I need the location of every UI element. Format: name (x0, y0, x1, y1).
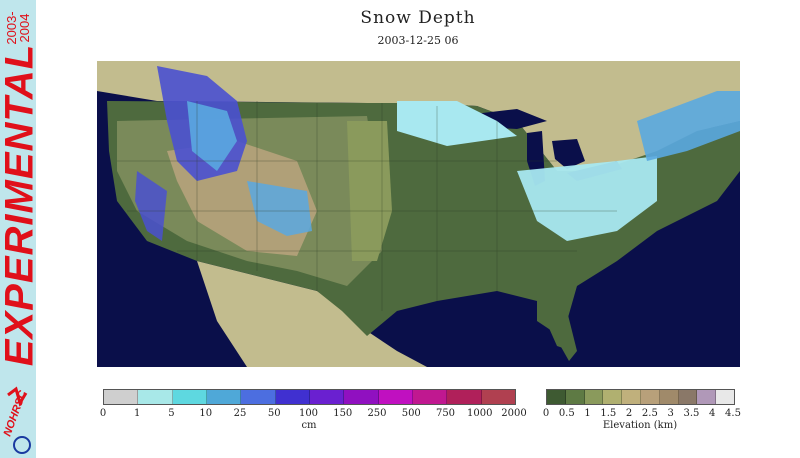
experimental-banner: 2003- 2004 EXPERIMENTAL NOHRSC (0, 0, 42, 458)
snow-north-plains (397, 101, 517, 146)
elevation-swatch (678, 390, 698, 404)
snow-depth-tick-label: 10 (199, 408, 213, 419)
snow-depth-legend-bar (103, 389, 516, 405)
snow-depth-tick-label: 1000 (467, 408, 493, 419)
snow-northwest-mid (187, 101, 237, 171)
elevation-tick-label: 0 (542, 408, 550, 419)
elevation-legend-label: Elevation (km) (602, 420, 678, 431)
map-canvas (97, 61, 740, 367)
snow-rockies (247, 181, 312, 236)
snow-depth-tick-label: 2000 (501, 408, 527, 419)
snow-depth-tick-label: 0 (99, 408, 107, 419)
snow-depth-tick-label: 500 (401, 408, 421, 419)
elevation-tick-label: 0.5 (558, 408, 575, 419)
snow-depth-swatch (275, 390, 310, 404)
snow-depth-swatch (447, 390, 482, 404)
elevation-swatch (584, 390, 604, 404)
snow-depth-swatch (172, 390, 207, 404)
snow-depth-tick-label: 150 (333, 408, 353, 419)
snow-depth-legend-unit: cm (301, 420, 317, 431)
plains (347, 121, 392, 261)
snow-northeast (517, 156, 657, 241)
snow-depth-swatch (104, 390, 139, 404)
elevation-swatch (622, 390, 641, 404)
snow-depth-swatch (241, 390, 276, 404)
experimental-label: EXPERIMENTAL (0, 43, 42, 367)
snow-depth-legend-ticks: 0 1 5 10 25 50 100 150 250 500 750 1000 2000 (99, 408, 527, 420)
snow-depth-swatch (344, 390, 379, 404)
snow-depth-tick-label: 100 (298, 408, 319, 419)
florida (537, 301, 577, 361)
elevation-swatch (547, 390, 566, 404)
map-date: 2003-12-25 06 (377, 34, 459, 47)
elevation-tick-label: 1.5 (600, 408, 617, 419)
svg-text:NOHRSC: NOHRSC (2, 388, 29, 438)
snow-depth-map (97, 61, 740, 367)
canada (97, 61, 740, 171)
elevation-swatch (603, 390, 623, 404)
elevation-tick-label: 4 (709, 408, 716, 419)
elevation-tick-label: 2.5 (641, 408, 658, 419)
elevation-swatch (716, 390, 734, 404)
snow-depth-tick-label: 750 (435, 408, 456, 419)
mexico (197, 261, 427, 367)
elevation-tick-label: 3 (667, 408, 674, 419)
elevation-tick-label: 4.5 (725, 408, 741, 419)
state-lines (117, 101, 617, 311)
snow-new-england (637, 91, 740, 161)
elevation-swatch (697, 390, 717, 404)
lake-huron (552, 139, 585, 169)
elevation-legend-ticks: 0 0.5 1 1.5 2 2.5 3 3.5 4 4.5 (542, 408, 741, 420)
elevation-tick-label: 3.5 (683, 408, 700, 419)
map-title: Snow Depth (360, 8, 476, 28)
snow-depth-swatch (206, 390, 242, 404)
elevation-swatch (659, 390, 679, 404)
snow-depth-tick-label: 250 (367, 408, 387, 419)
snow-depth-tick-label: 5 (168, 408, 175, 419)
snow-depth-swatch (309, 390, 345, 404)
snow-depth-tick-label: 50 (267, 408, 281, 419)
snow-sierra (135, 171, 167, 241)
elevation-swatch (565, 390, 585, 404)
snow-depth-tick-label: 25 (233, 408, 247, 419)
nohrsc-logo: NOHRSC (2, 386, 31, 454)
elevation-tick-label: 1 (584, 408, 591, 419)
snow-depth-tick-label: 1 (134, 408, 141, 419)
elevation-swatch (640, 390, 660, 404)
snow-depth-swatch (481, 390, 515, 404)
snow-depth-swatch (412, 390, 448, 404)
elevation-tick-label: 2 (625, 408, 633, 419)
snow-depth-swatch (138, 390, 173, 404)
elevation-legend-bar (546, 389, 735, 405)
snow-depth-swatch (378, 390, 413, 404)
